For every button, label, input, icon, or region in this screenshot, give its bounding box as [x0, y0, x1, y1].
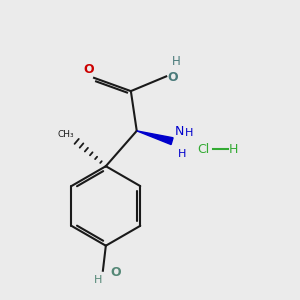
Text: N: N [174, 124, 184, 138]
Polygon shape [137, 131, 173, 145]
Text: H: H [184, 128, 193, 138]
Text: H: H [229, 143, 238, 157]
Text: H: H [172, 55, 181, 68]
Text: CH₃: CH₃ [57, 130, 74, 139]
Text: Cl: Cl [197, 143, 209, 157]
Text: O: O [168, 71, 178, 84]
Text: H: H [94, 275, 103, 285]
Text: O: O [110, 266, 121, 279]
Text: H: H [177, 149, 186, 159]
Text: O: O [83, 63, 94, 76]
